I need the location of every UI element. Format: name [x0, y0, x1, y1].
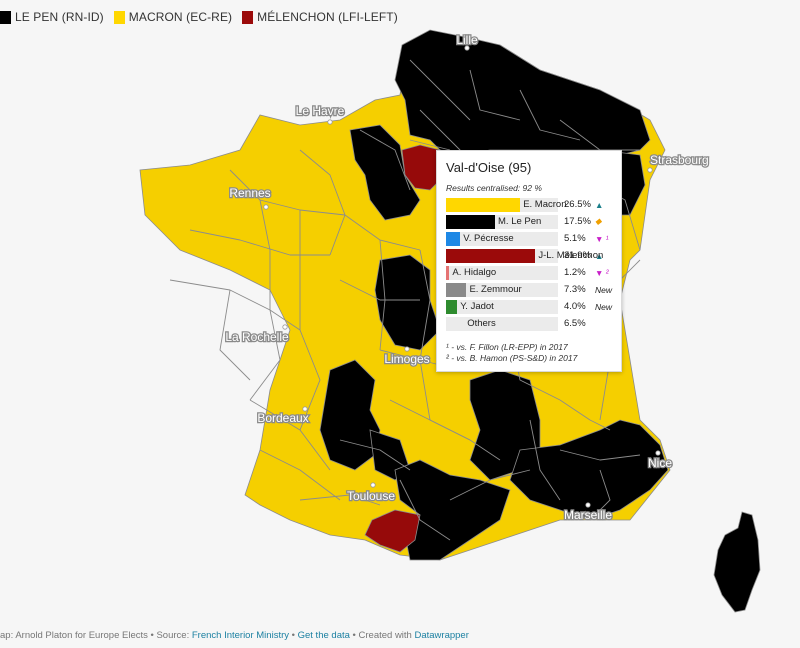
legend-label-macron: MACRON (EC-RE)	[128, 10, 233, 24]
result-row: A. Hidalgo 1.2% ▼ ²	[446, 264, 612, 281]
city-label-lille: Lille	[456, 33, 478, 47]
result-bar-fill	[446, 197, 521, 212]
result-bar-fill	[446, 282, 467, 297]
candidate-name: Others	[467, 318, 496, 329]
footnote-1: ¹ - vs. F. Fillon (LR-EPP) in 2017	[446, 342, 568, 352]
candidate-name: Y. Jadot	[460, 301, 494, 312]
legend-item-lepen: LE PEN (RN-ID)	[0, 10, 104, 24]
candidate-name: V. Pécresse	[463, 233, 514, 244]
new-candidate-tag: New	[594, 284, 612, 295]
candidate-share: 1.2%	[564, 267, 586, 278]
result-bar: E. Zemmour	[446, 282, 558, 297]
city-label-nice: Nice	[648, 456, 672, 470]
candidate-name: E. Zemmour	[469, 284, 522, 295]
result-bar-fill	[446, 316, 465, 331]
candidate-share: 4.0%	[563, 301, 586, 312]
city-label-toulouse: Toulouse	[347, 489, 395, 503]
new-candidate-tag: New	[594, 301, 612, 312]
trend-icon: ▼ ²	[595, 267, 609, 278]
city-label-marseille: Marseille	[564, 508, 612, 522]
city-label-bordeaux: Bordeaux	[257, 411, 308, 425]
city-label-le-havre: Le Havre	[296, 104, 345, 118]
region-centre-lepen[interactable]	[374, 254, 441, 351]
departement-tooltip: Val-d'Oise (95) Results centralised: 92 …	[436, 150, 622, 372]
get-data-link[interactable]: Get the data	[297, 630, 350, 641]
result-row: E. Zemmour 7.3% New	[446, 281, 612, 298]
result-bar-fill	[446, 299, 458, 314]
trend-icon: ▼ ¹	[595, 233, 609, 244]
city-marker-lille	[464, 45, 470, 51]
legend-label-lepen: LE PEN (RN-ID)	[15, 10, 104, 24]
city-marker-strasbourg	[647, 167, 653, 173]
city-marker-marseille	[585, 502, 591, 508]
result-bar-fill	[446, 214, 495, 229]
candidate-name: E. Macron	[523, 199, 567, 210]
map-legend: LE PEN (RN-ID) MACRON (EC-RE) MÉLENCHON …	[0, 6, 398, 28]
result-row: M. Le Pen 17.5% ◆	[446, 213, 612, 230]
result-row: Y. Jadot 4.0% New	[446, 298, 612, 315]
candidate-share: 17.5%	[564, 216, 591, 227]
footer-separator: •	[289, 630, 298, 641]
legend-item-melenchon: MÉLENCHON (LFI-LEFT)	[242, 10, 398, 24]
legend-item-macron: MACRON (EC-RE)	[113, 10, 233, 24]
result-bar: Y. Jadot	[446, 299, 558, 314]
region-paris-basin-lepen[interactable]	[349, 124, 421, 221]
datawrapper-link[interactable]: Datawrapper	[414, 630, 469, 641]
tooltip-footnotes: ¹ - vs. F. Fillon (LR-EPP) in 2017 ² - v…	[446, 342, 612, 364]
result-bar: V. Pécresse	[446, 231, 558, 246]
result-row: J-L. Mélenchon 31.9% ▲	[446, 247, 612, 264]
tooltip-results-table: E. Macron 26.5% ▲ M. Le Pen 17.5% ◆ V. Pécress…	[446, 196, 612, 332]
city-label-limoges: Limoges	[384, 352, 429, 366]
source-link[interactable]: French Interior Ministry	[191, 630, 289, 641]
city-marker-le-havre	[327, 119, 333, 125]
candidate-name: J-L. Mélenchon	[538, 250, 604, 261]
result-bar-fill	[446, 231, 461, 246]
legend-swatch-macron	[113, 10, 125, 24]
result-bar: Others	[446, 316, 558, 331]
tooltip-subtitle: Results centralised: 92 %	[446, 183, 542, 193]
result-bar-fill	[446, 248, 536, 263]
candidate-share: 6.5%	[564, 318, 586, 329]
result-bar: J-L. Mélenchon	[446, 248, 603, 263]
result-row: Others 6.5%	[446, 315, 612, 332]
candidate-name: A. Hidalgo	[452, 267, 497, 278]
candidate-share: 31.9%	[564, 250, 591, 261]
city-marker-la-rochelle	[282, 324, 288, 330]
city-marker-bordeaux	[302, 406, 308, 412]
result-bar: M. Le Pen	[446, 214, 558, 229]
result-row: V. Pécresse 5.1% ▼ ¹	[446, 230, 612, 247]
candidate-share: 5.1%	[564, 233, 586, 244]
trend-icon: ▲	[595, 250, 604, 261]
legend-swatch-melenchon	[242, 10, 254, 24]
result-bar: A. Hidalgo	[446, 265, 558, 280]
city-label-la-rochelle: La Rochelle	[225, 330, 289, 344]
city-marker-nice	[655, 450, 661, 456]
city-marker-toulouse	[370, 482, 376, 488]
result-row: E. Macron 26.5% ▲	[446, 196, 612, 213]
city-label-rennes: Rennes	[229, 186, 270, 200]
region-southeast-lepen[interactable]	[509, 419, 669, 521]
footer-credit: ap: Arnold Platon for Europe Elects • So…	[0, 630, 192, 641]
legend-label-melenchon: MÉLENCHON (LFI-LEFT)	[257, 10, 398, 24]
footer-created: • Created with	[349, 630, 415, 641]
tooltip-title: Val-d'Oise (95)	[446, 160, 532, 175]
region-north-lepen[interactable]	[394, 29, 651, 156]
candidate-name: M. Le Pen	[498, 216, 542, 227]
candidate-share: 26.5%	[564, 199, 591, 210]
region-southwest-lepen[interactable]	[319, 359, 381, 471]
result-bar-fill	[446, 265, 450, 280]
region-ariege-melenchon[interactable]	[364, 509, 421, 553]
candidate-share: 7.3%	[563, 284, 586, 295]
trend-icon: ◆	[595, 216, 602, 226]
result-bar: E. Macron	[446, 197, 566, 212]
region-corsica-lepen[interactable]	[713, 511, 761, 613]
footnote-2: ² - vs. B. Hamon (PS-S&D) in 2017	[446, 353, 578, 363]
map-footer: ap: Arnold Platon for Europe Elects • So…	[0, 630, 469, 641]
city-label-strasbourg: Strasbourg	[650, 153, 709, 167]
city-marker-limoges	[404, 346, 410, 352]
trend-icon: ▲	[595, 199, 604, 210]
legend-swatch-lepen	[0, 10, 11, 24]
city-marker-rennes	[263, 204, 269, 210]
